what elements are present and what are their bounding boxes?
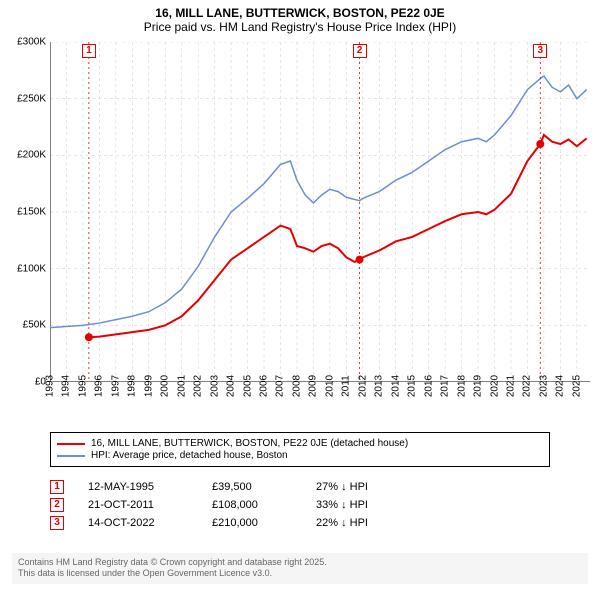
- sale-row-diff: 27% ↓ HPI: [316, 481, 396, 493]
- sale-row-marker: 2: [50, 498, 64, 512]
- footer-line2: This data is licensed under the Open Gov…: [18, 568, 272, 578]
- y-tick-label: £250K: [17, 93, 46, 104]
- legend-box: 16, MILL LANE, BUTTERWICK, BOSTON, PE22 …: [50, 432, 550, 467]
- x-tick-label: 2012: [357, 375, 368, 397]
- x-tick-label: 2019: [473, 375, 484, 397]
- x-tick-label: 1996: [94, 375, 105, 397]
- x-tick-label: 2020: [489, 375, 500, 397]
- sale-row-diff: 22% ↓ HPI: [316, 517, 396, 529]
- x-tick-label: 2001: [176, 375, 187, 397]
- x-tick-label: 2005: [242, 375, 253, 397]
- sale-row-marker: 1: [50, 480, 64, 494]
- y-tick-label: £200K: [17, 150, 46, 161]
- sale-row-price: £210,000: [212, 517, 292, 529]
- x-tick-label: 2022: [522, 375, 533, 397]
- sale-row-price: £108,000: [212, 499, 292, 511]
- legend-label-hpi: HPI: Average price, detached house, Bost…: [91, 450, 288, 461]
- x-tick-label: 1997: [110, 375, 121, 397]
- x-axis: 1993199419951996199719981999200020012002…: [50, 382, 590, 432]
- x-tick-label: 2013: [374, 375, 385, 397]
- sale-row-date: 21-OCT-2011: [88, 499, 188, 511]
- x-tick-label: 2018: [456, 375, 467, 397]
- y-tick-label: £50K: [23, 320, 46, 331]
- x-tick-label: 1993: [45, 375, 56, 397]
- chart-container: 16, MILL LANE, BUTTERWICK, BOSTON, PE22 …: [0, 0, 600, 590]
- x-tick-label: 1998: [127, 375, 138, 397]
- x-tick-label: 2007: [275, 375, 286, 397]
- x-tick-label: 1999: [143, 375, 154, 397]
- sale-row-diff: 33% ↓ HPI: [316, 499, 396, 511]
- x-tick-label: 2010: [324, 375, 335, 397]
- x-tick-label: 2006: [259, 375, 270, 397]
- sale-row-price: £39,500: [212, 481, 292, 493]
- legend-swatch-hpi: [57, 455, 85, 457]
- sale-row: 3 14-OCT-2022 £210,000 22% ↓ HPI: [50, 516, 396, 530]
- y-tick-label: £150K: [17, 207, 46, 218]
- x-tick-label: 1994: [61, 375, 72, 397]
- sale-row-date: 12-MAY-1995: [88, 481, 188, 493]
- x-tick-label: 1995: [77, 375, 88, 397]
- sale-marker-3: 3: [533, 44, 547, 58]
- x-tick-label: 2021: [505, 375, 516, 397]
- sale-marker-2: 2: [353, 44, 367, 58]
- plot-svg: [50, 42, 590, 382]
- footer-line1: Contains HM Land Registry data © Crown c…: [18, 557, 327, 567]
- x-tick-label: 2009: [308, 375, 319, 397]
- sales-table: 1 12-MAY-1995 £39,500 27% ↓ HPI 2 21-OCT-2011…: [50, 476, 396, 534]
- title-block: 16, MILL LANE, BUTTERWICK, BOSTON, PE22 …: [0, 0, 600, 36]
- x-tick-label: 2004: [226, 375, 237, 397]
- y-tick-label: £300K: [17, 37, 46, 48]
- x-tick-label: 2000: [160, 375, 171, 397]
- x-tick-label: 2002: [193, 375, 204, 397]
- sale-marker-1: 1: [82, 44, 96, 58]
- legend-row-hpi: HPI: Average price, detached house, Bost…: [57, 450, 543, 461]
- x-tick-label: 2023: [538, 375, 549, 397]
- x-tick-label: 2015: [407, 375, 418, 397]
- footer-attribution: Contains HM Land Registry data © Crown c…: [12, 553, 588, 584]
- x-tick-label: 2024: [555, 375, 566, 397]
- chart-area: 1 2 3: [50, 42, 590, 382]
- legend-row-property: 16, MILL LANE, BUTTERWICK, BOSTON, PE22 …: [57, 438, 543, 449]
- y-axis: £0£50K£100K£150K£200K£250K£300K: [0, 42, 50, 382]
- sale-row-date: 14-OCT-2022: [88, 517, 188, 529]
- y-tick-label: £100K: [17, 263, 46, 274]
- x-tick-label: 2016: [423, 375, 434, 397]
- x-tick-label: 2025: [571, 375, 582, 397]
- sale-row: 2 21-OCT-2011 £108,000 33% ↓ HPI: [50, 498, 396, 512]
- x-tick-label: 2014: [390, 375, 401, 397]
- sale-row-marker: 3: [50, 516, 64, 530]
- title-address: 16, MILL LANE, BUTTERWICK, BOSTON, PE22 …: [0, 6, 600, 20]
- x-tick-label: 2011: [341, 375, 352, 397]
- legend-swatch-property: [57, 443, 85, 445]
- x-tick-label: 2003: [209, 375, 220, 397]
- x-tick-label: 2008: [291, 375, 302, 397]
- x-tick-label: 2017: [440, 375, 451, 397]
- sale-row: 1 12-MAY-1995 £39,500 27% ↓ HPI: [50, 480, 396, 494]
- title-subtitle: Price paid vs. HM Land Registry's House …: [0, 20, 600, 34]
- legend-label-property: 16, MILL LANE, BUTTERWICK, BOSTON, PE22 …: [91, 438, 408, 449]
